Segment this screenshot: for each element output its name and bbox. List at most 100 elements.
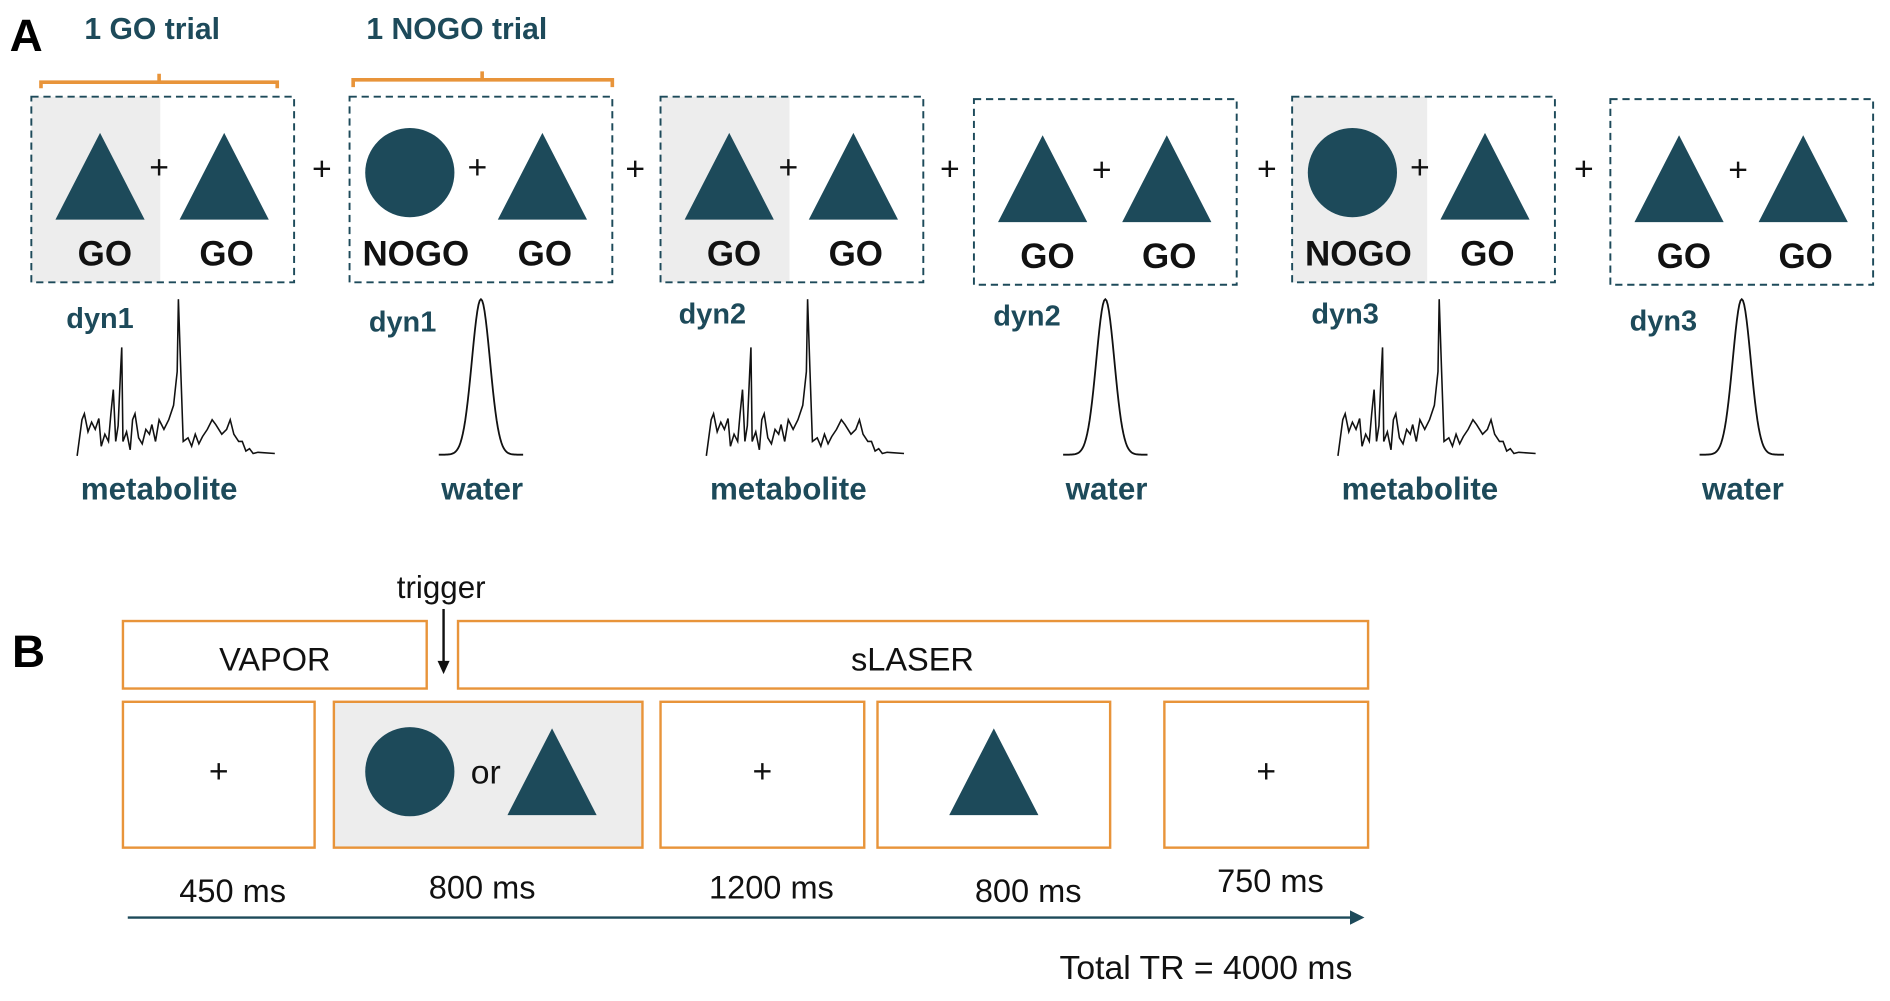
separator-plus: + (625, 150, 645, 188)
trigger-arrow (437, 608, 450, 675)
triangle-stimulus (1758, 135, 1848, 223)
signal-label: water (440, 471, 523, 506)
stimulus-label: GO (78, 234, 132, 273)
fixation-cross: + (467, 149, 487, 187)
fixation-cross: + (1256, 753, 1276, 791)
fixation-cross: + (1728, 151, 1748, 189)
separator-plus: + (940, 150, 960, 188)
or-label: or (471, 754, 501, 792)
triangle-stimulus (179, 132, 269, 220)
go-trial-label: 1 GO trial (84, 13, 220, 46)
fixation-cross: + (1092, 151, 1112, 189)
panel-b-label: B (12, 626, 45, 677)
dyn-label: dyn1 (369, 307, 436, 339)
circle-stimulus (365, 727, 455, 817)
metabolite-spectrum (705, 299, 905, 457)
frame-box (121, 700, 316, 849)
triangle-stimulus (507, 728, 597, 816)
duration-label: 450 ms (179, 873, 286, 909)
frame-box (1163, 700, 1370, 849)
dyn-label: dyn2 (679, 298, 746, 330)
signal-label: water (1065, 471, 1148, 506)
fixation-cross: + (778, 149, 798, 187)
vapor-label: VAPOR (219, 641, 330, 677)
dynamic-box (659, 95, 925, 284)
trial-block: + GO GO dyn1 metabolite (30, 95, 296, 506)
stimulus-frame: +750 ms (1163, 700, 1370, 899)
total-tr-label: Total TR = 4000 ms (1059, 949, 1352, 987)
dyn-label: dyn3 (1311, 298, 1378, 330)
fixation-cross: + (149, 149, 169, 187)
stimulus-label: GO (1778, 237, 1832, 276)
dyn-label: dyn2 (993, 301, 1060, 333)
trigger-label: trigger (397, 570, 486, 605)
signal-label: metabolite (1342, 471, 1499, 506)
frame-box (659, 700, 866, 849)
dynamic-box (30, 95, 296, 284)
triangle-stimulus (998, 135, 1088, 223)
stimulus-frame: or 800 ms (332, 700, 644, 905)
stimulus-label: GO (1460, 234, 1514, 273)
water-spectrum (438, 297, 524, 456)
stimulus-label: NOGO (1305, 234, 1412, 273)
separator-plus: + (312, 150, 332, 188)
stimulus-label: GO (1657, 237, 1711, 276)
stimulus-label: GO (707, 234, 761, 273)
trial-block: + NOGO GO dyn1 water (348, 95, 614, 506)
triangle-stimulus (684, 132, 774, 220)
slaser-label: sLASER (851, 641, 974, 677)
stimulus-label: GO (1142, 237, 1196, 276)
dynamic-box (972, 98, 1238, 286)
panel-a-label: A (10, 10, 43, 61)
metabolite-spectrum (1337, 299, 1536, 457)
stimulus-label: GO (1020, 237, 1074, 276)
triangle-stimulus (949, 728, 1039, 816)
separator-plus: + (1257, 150, 1277, 188)
stimulus-label: GO (518, 234, 572, 273)
nogo-trial-label: 1 NOGO trial (366, 13, 547, 46)
duration-label: 800 ms (975, 873, 1082, 909)
slaser-box (456, 619, 1370, 690)
stimulus-frame: +1200 ms (659, 700, 866, 905)
circle-stimulus (365, 128, 455, 218)
duration-label: 800 ms (429, 869, 536, 905)
trial-block: + GO GO dyn2 water (972, 98, 1238, 506)
stimulus-frame: +450 ms (121, 700, 316, 909)
trial-block: + GO GO dyn2 metabolite (659, 95, 925, 506)
fixation-cross: + (753, 753, 773, 791)
duration-label: 750 ms (1217, 863, 1324, 899)
dyn-label: dyn1 (66, 303, 133, 335)
stimulus-label: GO (829, 234, 883, 273)
triangle-stimulus (55, 132, 145, 220)
trial-block: + GO GO dyn3 water (1609, 98, 1875, 506)
water-spectrum (1063, 297, 1148, 456)
circle-stimulus (1307, 128, 1398, 218)
dynamic-box (348, 95, 614, 284)
water-spectrum (1699, 297, 1784, 456)
nogo-trial-bracket (351, 71, 615, 88)
fixation-cross: + (1410, 149, 1430, 187)
stimulus-label: NOGO (362, 234, 469, 273)
time-axis-arrow (127, 910, 1365, 925)
duration-label: 1200 ms (709, 869, 834, 905)
dynamic-box (1291, 95, 1556, 284)
dynamic-box (1609, 98, 1875, 286)
go-trial-bracket (39, 73, 280, 89)
triangle-stimulus (1634, 135, 1724, 223)
metabolite-spectrum (76, 299, 275, 457)
triangle-stimulus (1122, 135, 1212, 223)
separator-plus: + (1574, 150, 1594, 188)
trial-block: + NOGO GO dyn3 metabolite (1291, 95, 1556, 506)
vapor-box (121, 619, 428, 690)
dyn-label: dyn3 (1630, 306, 1697, 338)
stimulus-label: GO (199, 234, 253, 273)
signal-label: water (1701, 471, 1784, 506)
signal-label: metabolite (710, 471, 867, 506)
triangle-stimulus (808, 132, 898, 220)
triangle-stimulus (1440, 132, 1530, 220)
signal-label: metabolite (81, 471, 238, 506)
stimulus-frame: 800 ms (876, 700, 1112, 909)
fixation-cross: + (209, 753, 229, 791)
triangle-stimulus (497, 132, 588, 220)
